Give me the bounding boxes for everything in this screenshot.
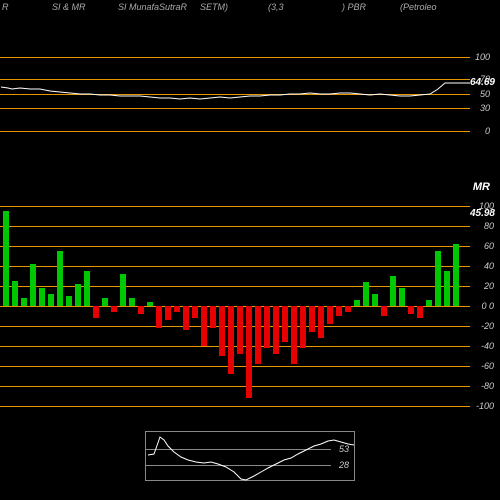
bar: [210, 306, 216, 328]
bar: [165, 306, 171, 320]
bar: [120, 274, 126, 306]
bar: [12, 281, 18, 306]
header-label: SI & MR: [52, 2, 86, 12]
bar: [318, 306, 324, 338]
current-value: 45.98: [470, 208, 495, 219]
bar: [228, 306, 234, 374]
bar: [174, 306, 180, 312]
panel-title: MR: [473, 181, 490, 193]
axis-label: 80: [484, 221, 494, 231]
bar: [57, 251, 63, 306]
gridline: [0, 306, 470, 307]
axis-label: -20: [481, 321, 494, 331]
bar: [219, 306, 225, 356]
mr-panel: 100806040200 0-20-40-60-80-100MR45.98: [0, 166, 500, 421]
axis-label: 20: [484, 281, 494, 291]
bar: [408, 306, 414, 314]
gridline: [0, 346, 470, 347]
bar: [75, 284, 81, 306]
header-label: ) PBR: [342, 2, 366, 12]
current-value: 64.69: [470, 77, 495, 88]
gridline: [0, 326, 470, 327]
gridline: [0, 286, 470, 287]
bar: [327, 306, 333, 324]
rsi-panel: 100705030064.69: [0, 16, 500, 166]
bar: [291, 306, 297, 364]
bar: [30, 264, 36, 306]
bar: [417, 306, 423, 318]
bar: [237, 306, 243, 354]
chart-header: R SI & MR SI MunafaSutraR SETM) (3,3 ) PBR (Pe…: [0, 0, 500, 16]
axis-label: 100: [475, 52, 490, 62]
header-label: SI MunafaSutraR: [118, 2, 187, 12]
axis-label: 0 0: [481, 301, 494, 311]
bar: [273, 306, 279, 354]
bar: [3, 211, 9, 306]
bar: [84, 271, 90, 306]
bar: [309, 306, 315, 332]
bar: [156, 306, 162, 328]
mini-panel-wrap: 5328: [0, 421, 500, 491]
bar: [183, 306, 189, 330]
bar: [102, 298, 108, 306]
bar: [282, 306, 288, 342]
gridline: [0, 366, 470, 367]
bar: [246, 306, 252, 398]
bar: [21, 298, 27, 306]
bar: [399, 288, 405, 306]
axis-label: -40: [481, 341, 494, 351]
mini-panel: 5328: [145, 431, 355, 481]
header-label: SETM): [200, 2, 228, 12]
bar: [444, 271, 450, 306]
bar: [255, 306, 261, 364]
bar: [390, 276, 396, 306]
bar: [363, 282, 369, 306]
axis-label: 40: [484, 261, 494, 271]
bar: [93, 306, 99, 318]
axis-label: 50: [480, 89, 490, 99]
gridline: [0, 246, 470, 247]
axis-label: 30: [480, 103, 490, 113]
gridline: [0, 386, 470, 387]
bar: [129, 298, 135, 306]
bar: [138, 306, 144, 314]
bar: [381, 306, 387, 316]
header-label: R: [2, 2, 9, 12]
bar: [147, 302, 153, 306]
bar: [201, 306, 207, 346]
bar: [39, 288, 45, 306]
bar: [372, 294, 378, 306]
axis-label: -80: [481, 381, 494, 391]
bar: [111, 306, 117, 312]
bar: [426, 300, 432, 306]
axis-label: 60: [484, 241, 494, 251]
gridline: [0, 206, 470, 207]
gridline: [0, 266, 470, 267]
bar: [66, 296, 72, 306]
bar: [336, 306, 342, 316]
bar: [453, 244, 459, 306]
bar: [300, 306, 306, 348]
bar: [345, 306, 351, 312]
gridline: [0, 406, 470, 407]
header-label: (Petroleo: [400, 2, 437, 12]
gridline: [0, 226, 470, 227]
bar: [192, 306, 198, 318]
bar: [435, 251, 441, 306]
axis-label: -100: [476, 401, 494, 411]
bar: [354, 300, 360, 306]
chart-container: 100705030064.69 100806040200 0-20-40-60-…: [0, 16, 500, 491]
axis-label: -60: [481, 361, 494, 371]
header-label: (3,3: [268, 2, 284, 12]
axis-label: 0: [485, 126, 490, 136]
bar: [264, 306, 270, 348]
bar: [48, 294, 54, 306]
